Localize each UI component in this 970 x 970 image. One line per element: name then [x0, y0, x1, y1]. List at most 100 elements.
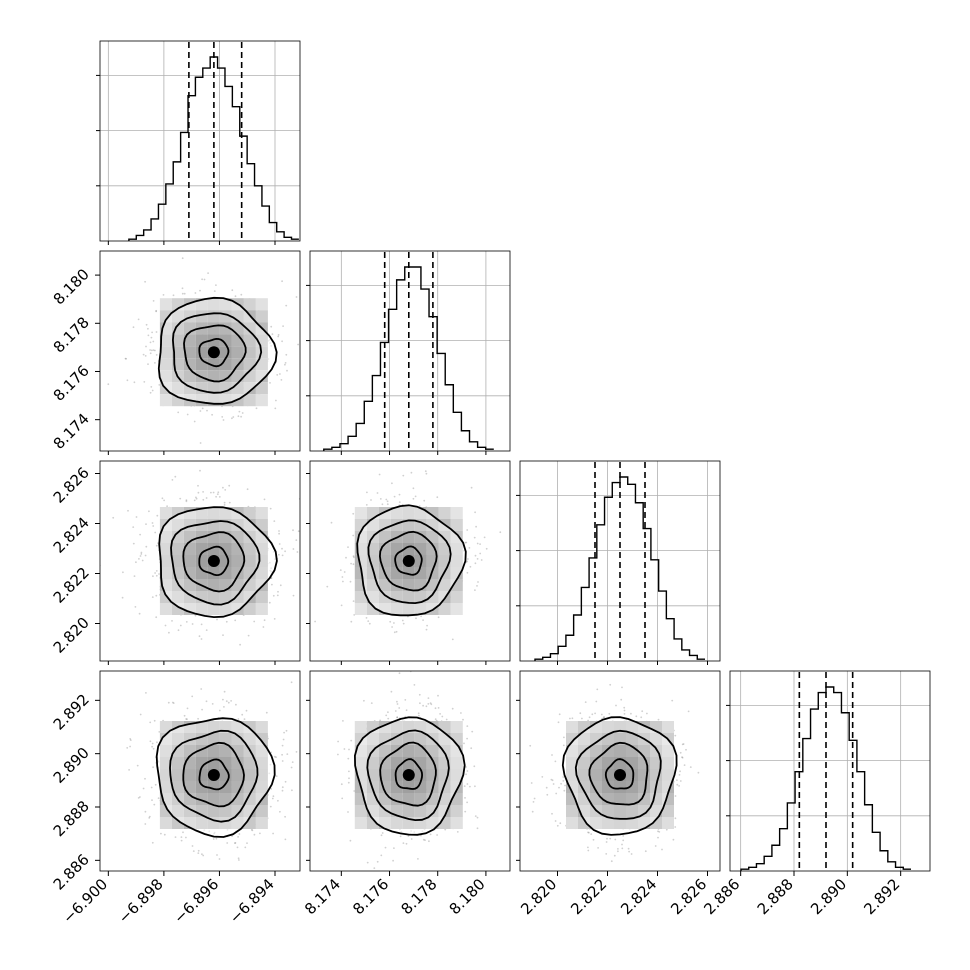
sample-point: [345, 556, 347, 559]
hist-panel-0: [96, 40, 301, 245]
sample-point: [171, 701, 174, 704]
sample-point: [211, 413, 214, 416]
sample-point: [150, 349, 153, 352]
sample-point: [259, 832, 261, 835]
sample-point: [473, 536, 476, 539]
sample-point: [107, 383, 110, 386]
sample-point: [390, 690, 393, 693]
sample-point: [154, 572, 157, 574]
sample-point: [180, 836, 183, 838]
sample-point: [468, 547, 471, 549]
sample-point: [162, 294, 165, 296]
density-peak: [207, 769, 220, 781]
sample-point: [148, 817, 151, 819]
sample-point: [281, 760, 284, 762]
sample-point: [379, 498, 382, 500]
sample-point: [350, 620, 353, 623]
hist-bar: [666, 619, 674, 661]
sample-point: [277, 334, 280, 336]
sample-point: [398, 493, 401, 496]
contour-level-3: [198, 337, 230, 368]
sample-point: [393, 495, 396, 498]
sample-point: [201, 407, 204, 410]
sample-point: [145, 692, 147, 694]
sample-point: [239, 643, 242, 646]
sample-point: [462, 718, 464, 721]
sample-point: [142, 787, 145, 790]
sample-point: [168, 631, 170, 634]
sample-point: [341, 576, 344, 578]
sample-point: [451, 638, 454, 641]
sample-point: [237, 836, 240, 838]
sample-point: [385, 714, 388, 717]
y-tick-label: 2.822: [50, 564, 93, 607]
hist-bar: [225, 86, 232, 241]
sample-point: [444, 828, 447, 831]
sample-point: [476, 542, 479, 545]
sample-point: [238, 833, 241, 835]
sample-point: [376, 492, 379, 494]
x-tick-label: −6.898: [115, 875, 167, 927]
density-cell: [243, 507, 256, 519]
sample-point: [216, 493, 219, 496]
sample-point: [195, 496, 197, 499]
sample-point: [396, 716, 399, 719]
sample-point: [347, 757, 350, 760]
sample-point: [237, 415, 240, 418]
sample-point: [349, 839, 352, 842]
sample-point: [348, 770, 350, 773]
sample-point: [215, 837, 218, 840]
contour-level-2: [378, 530, 438, 592]
sample-point: [469, 785, 471, 788]
sample-point: [386, 503, 389, 506]
sample-point: [240, 415, 243, 418]
sample-point: [191, 695, 194, 698]
sample-point: [136, 764, 139, 767]
sample-point: [422, 704, 424, 707]
sample-point: [466, 529, 469, 531]
sample-point: [225, 620, 228, 623]
sample-point: [235, 703, 237, 706]
sample-point: [197, 491, 200, 494]
sample-point: [402, 622, 405, 625]
sample-point: [127, 509, 129, 512]
hist-bar: [461, 431, 469, 451]
sample-point: [211, 703, 214, 705]
sample-point: [223, 504, 226, 506]
sample-point: [404, 699, 407, 701]
sample-point: [156, 741, 158, 744]
sample-point: [353, 790, 356, 792]
sample-point: [285, 353, 288, 356]
sample-point: [499, 531, 502, 534]
sample-point: [277, 335, 280, 338]
hist-bar: [218, 68, 225, 241]
sample-point: [466, 770, 469, 772]
hist-bar: [470, 442, 478, 451]
sample-point: [223, 706, 225, 708]
sample-point: [347, 811, 349, 813]
sample-point: [144, 777, 146, 780]
sample-point: [205, 497, 208, 499]
x-tick-label: −6.894: [226, 875, 278, 927]
sample-point: [410, 471, 413, 474]
sample-point: [271, 333, 274, 335]
contour-level-1: [367, 519, 452, 605]
sample-point: [142, 353, 145, 356]
density-cell: [255, 817, 268, 829]
sample-point: [124, 357, 127, 360]
sample-point: [183, 292, 186, 295]
sample-point: [151, 389, 154, 392]
sample-point: [234, 295, 237, 298]
sample-point: [441, 715, 444, 718]
sample-point: [149, 349, 152, 351]
sample-point: [418, 714, 420, 717]
sample-point: [145, 345, 147, 348]
sample-point: [140, 553, 143, 555]
sample-point: [149, 740, 152, 743]
sample-point: [439, 713, 441, 715]
sample-point: [237, 718, 240, 720]
sample-point: [201, 278, 204, 281]
sample-point: [451, 707, 454, 710]
hist-bar: [550, 654, 558, 661]
